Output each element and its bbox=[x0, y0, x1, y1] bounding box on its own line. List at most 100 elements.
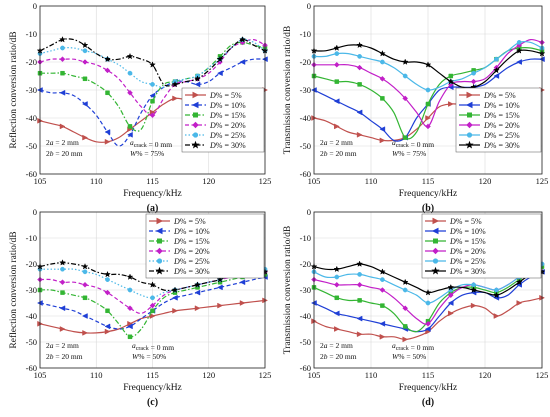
legend-marker bbox=[433, 238, 438, 244]
x-tick-label: 115 bbox=[422, 370, 434, 380]
data-point bbox=[516, 300, 523, 306]
annotation-text: 2a = 2 mm bbox=[46, 138, 79, 147]
data-point bbox=[357, 272, 362, 277]
data-point bbox=[150, 308, 155, 314]
data-point bbox=[81, 263, 89, 270]
data-point bbox=[194, 75, 201, 82]
annotation-text: W% = 50% bbox=[392, 352, 426, 361]
annotation-text: 2a = 2 mm bbox=[46, 341, 79, 350]
legend-box bbox=[145, 213, 265, 279]
data-point bbox=[150, 295, 155, 301]
legend-box bbox=[421, 213, 542, 279]
annotation-text: 2b = 20 mm bbox=[46, 352, 83, 361]
legend-marker bbox=[467, 112, 472, 118]
legend-marker bbox=[466, 91, 474, 99]
legend-entry-label: D% = 20% bbox=[209, 121, 246, 130]
data-point bbox=[402, 95, 409, 102]
legend-entry-label: D% = 10% bbox=[483, 101, 520, 110]
legend-entry-label: D% = 25% bbox=[209, 131, 246, 140]
y-tick-label: -60 bbox=[26, 169, 37, 179]
data-point bbox=[493, 313, 500, 319]
legend-marker bbox=[431, 266, 440, 275]
annotation-text: W% = 50% bbox=[132, 352, 166, 361]
data-point bbox=[60, 290, 65, 295]
legend-marker bbox=[192, 132, 199, 138]
y-axis-label: Transmission conversion ratio/dB bbox=[283, 226, 293, 354]
data-point bbox=[127, 287, 133, 293]
data-point bbox=[60, 266, 65, 272]
legend-entry-label: D% = 10% bbox=[449, 227, 486, 236]
data-point bbox=[380, 59, 385, 65]
y-tick-label: -60 bbox=[300, 363, 311, 373]
data-point bbox=[239, 300, 246, 306]
data-point bbox=[216, 276, 224, 283]
annotation-text: 2b = 20 mm bbox=[320, 352, 357, 361]
data-point bbox=[172, 307, 179, 314]
x-tick-label: 115 bbox=[422, 176, 434, 186]
legend-marker bbox=[431, 227, 439, 235]
y-tick-label: -30 bbox=[300, 85, 311, 95]
data-point bbox=[104, 328, 111, 335]
data-point bbox=[401, 58, 409, 65]
data-point bbox=[401, 278, 409, 286]
legend: D% = 5%D% = 10%D% = 15%D% = 20%D% = 25%D… bbox=[421, 213, 542, 279]
data-point bbox=[149, 61, 156, 68]
x-tick-label: 120 bbox=[202, 370, 215, 380]
x-tick-label: 120 bbox=[202, 176, 215, 186]
annotation-text: 2a = 2 mm bbox=[320, 341, 353, 350]
series-line bbox=[39, 41, 266, 132]
data-point bbox=[194, 289, 201, 296]
data-point bbox=[470, 78, 477, 85]
x-axis-label: Frequency/kHz bbox=[123, 383, 182, 393]
data-point bbox=[171, 80, 179, 88]
data-point bbox=[379, 333, 386, 340]
data-point bbox=[127, 70, 133, 76]
annotation-text: 2a = 2 mm bbox=[320, 138, 353, 147]
data-point bbox=[333, 44, 341, 51]
data-point bbox=[127, 89, 133, 96]
x-tick-label: 110 bbox=[365, 370, 377, 380]
data-point bbox=[239, 59, 246, 65]
legend-entry-label: D% = 15% bbox=[173, 237, 210, 246]
data-point bbox=[126, 52, 134, 60]
legend-marker bbox=[432, 247, 439, 255]
data-point bbox=[333, 310, 340, 317]
data-point bbox=[127, 124, 133, 129]
data-point bbox=[59, 326, 66, 332]
y-tick-label: 0 bbox=[307, 207, 311, 217]
legend-marker bbox=[193, 112, 198, 118]
data-point bbox=[81, 101, 88, 107]
legend-entry-label: D% = 30% bbox=[173, 267, 210, 276]
data-point bbox=[104, 129, 111, 135]
data-point bbox=[402, 324, 408, 329]
data-point bbox=[149, 281, 156, 288]
y-tick-label: -20 bbox=[300, 57, 311, 67]
data-point bbox=[59, 279, 66, 286]
plot-frame bbox=[313, 211, 543, 369]
data-point bbox=[333, 98, 340, 105]
annotation-text: 2b = 20 mm bbox=[320, 149, 357, 158]
y-tick-label: -40 bbox=[26, 311, 37, 321]
data-point bbox=[105, 308, 110, 314]
series-line bbox=[39, 276, 266, 330]
x-axis-label: Frequency/kHz bbox=[399, 189, 458, 199]
data-point bbox=[216, 70, 223, 77]
data-point bbox=[379, 320, 386, 327]
data-point bbox=[379, 75, 386, 82]
data-point bbox=[378, 268, 386, 275]
data-point bbox=[82, 48, 88, 54]
data-point bbox=[333, 281, 340, 288]
x-tick-label: 105 bbox=[34, 176, 47, 186]
annotation-text: acrack = 0 mm bbox=[130, 138, 172, 149]
data-point bbox=[378, 50, 386, 57]
y-tick-label: 0 bbox=[33, 1, 37, 11]
legend-box bbox=[455, 87, 542, 153]
data-point bbox=[356, 260, 364, 267]
data-point bbox=[356, 131, 363, 138]
data-point bbox=[105, 90, 110, 96]
data-point bbox=[194, 281, 201, 288]
y-tick-label: -40 bbox=[26, 113, 37, 123]
legend-entry-label: D% = 25% bbox=[449, 257, 486, 266]
x-tick-label: 105 bbox=[308, 176, 321, 186]
